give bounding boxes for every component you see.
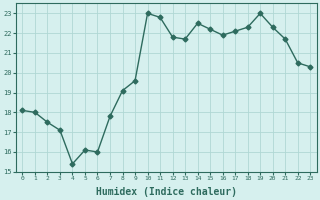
X-axis label: Humidex (Indice chaleur): Humidex (Indice chaleur) xyxy=(96,186,237,197)
